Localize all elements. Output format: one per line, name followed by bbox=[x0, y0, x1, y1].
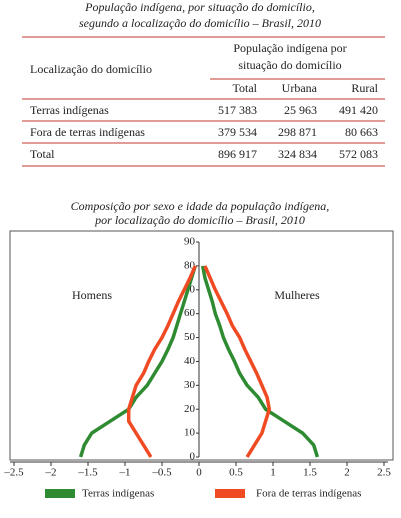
chart-title: Composição por sexo e idade da população… bbox=[71, 199, 330, 213]
cell: 324 834 bbox=[278, 147, 317, 161]
row-label: Total bbox=[30, 147, 55, 161]
series-line bbox=[126, 265, 197, 458]
x-tick-label: –0.5 bbox=[151, 467, 172, 479]
cell: 491 420 bbox=[339, 103, 378, 117]
x-tick-label: –2 bbox=[45, 467, 57, 479]
legend-label: Fora de terras indígenas bbox=[256, 488, 361, 500]
column-header: Urbana bbox=[282, 81, 318, 95]
table-title: População indígena, por situação do domi… bbox=[84, 0, 315, 14]
cell: 379 534 bbox=[218, 125, 257, 139]
cell: 80 663 bbox=[345, 125, 378, 139]
y-tick-label: 80 bbox=[184, 259, 196, 271]
plot-frame bbox=[9, 230, 394, 461]
series-line bbox=[200, 265, 320, 458]
cell: 25 963 bbox=[284, 103, 317, 117]
row-label: Terras indígenas bbox=[30, 103, 109, 117]
legend-swatch bbox=[215, 489, 245, 498]
table-body: Total Urbana Rural Terras indígenas 517 383 2… bbox=[30, 81, 379, 161]
column-header: Total bbox=[233, 81, 258, 95]
cell: 896 917 bbox=[218, 147, 257, 161]
group-header: situação do domicílio bbox=[238, 58, 341, 72]
x-tick-label: 0.5 bbox=[229, 467, 243, 479]
y-tick-label: 90 bbox=[184, 236, 196, 248]
cell: 298 871 bbox=[278, 125, 317, 139]
table-title: segundo a localização do domicílio – Bra… bbox=[79, 16, 321, 30]
y-tick-label: 30 bbox=[184, 379, 196, 391]
y-tick-label: 10 bbox=[184, 427, 196, 439]
series-line bbox=[203, 265, 272, 458]
y-tick-label: 60 bbox=[184, 307, 196, 319]
y-tick-label: 50 bbox=[184, 331, 196, 343]
x-tick-label: –1 bbox=[119, 467, 131, 479]
y-tick-label: 0 bbox=[190, 451, 196, 463]
column-header: Rural bbox=[351, 81, 378, 95]
x-tick-label: 1.5 bbox=[303, 467, 317, 479]
x-tick-label: 2.5 bbox=[377, 467, 391, 479]
annotation: Mulheres bbox=[274, 288, 320, 302]
x-tick-label: 0 bbox=[196, 467, 202, 479]
legend-label: Terras indígenas bbox=[82, 488, 154, 500]
row-header: Localização do domicílio bbox=[30, 62, 152, 76]
x-tick-label: –1.5 bbox=[77, 467, 98, 479]
x-tick-label: 2 bbox=[344, 467, 350, 479]
cell: 517 383 bbox=[218, 103, 257, 117]
x-tick-label: 1 bbox=[270, 467, 276, 479]
y-tick-label: 20 bbox=[184, 403, 196, 415]
cell: 572 083 bbox=[339, 147, 378, 161]
y-tick-label: 40 bbox=[184, 355, 196, 367]
annotation: Homens bbox=[72, 288, 112, 302]
row-label: Fora de terras indígenas bbox=[30, 125, 145, 139]
group-header: População indígena por bbox=[233, 41, 346, 55]
x-tick-label: –2.5 bbox=[3, 467, 24, 479]
legend-swatch bbox=[45, 489, 75, 498]
series-line bbox=[78, 265, 197, 458]
chart-title: por localização do domicílio – Brasil, 2… bbox=[94, 213, 305, 227]
